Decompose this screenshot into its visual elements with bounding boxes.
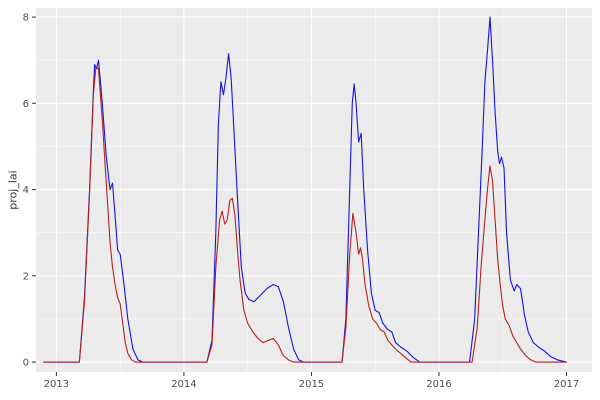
y-tick-label: 4 (23, 185, 29, 196)
y-tick-label: 6 (23, 99, 29, 110)
x-tick-label: 2013 (44, 379, 69, 390)
y-tick-label: 2 (23, 271, 29, 282)
y-axis-title: proj_lai (6, 170, 20, 210)
x-tick-label: 2017 (554, 379, 579, 390)
x-tick-label: 2015 (299, 379, 324, 390)
x-tick-label: 2016 (426, 379, 451, 390)
y-tick-label: 0 (23, 358, 29, 369)
x-tick-label: 2014 (171, 379, 196, 390)
y-tick-label: 8 (23, 13, 29, 24)
series-line-red-series (43, 66, 568, 363)
